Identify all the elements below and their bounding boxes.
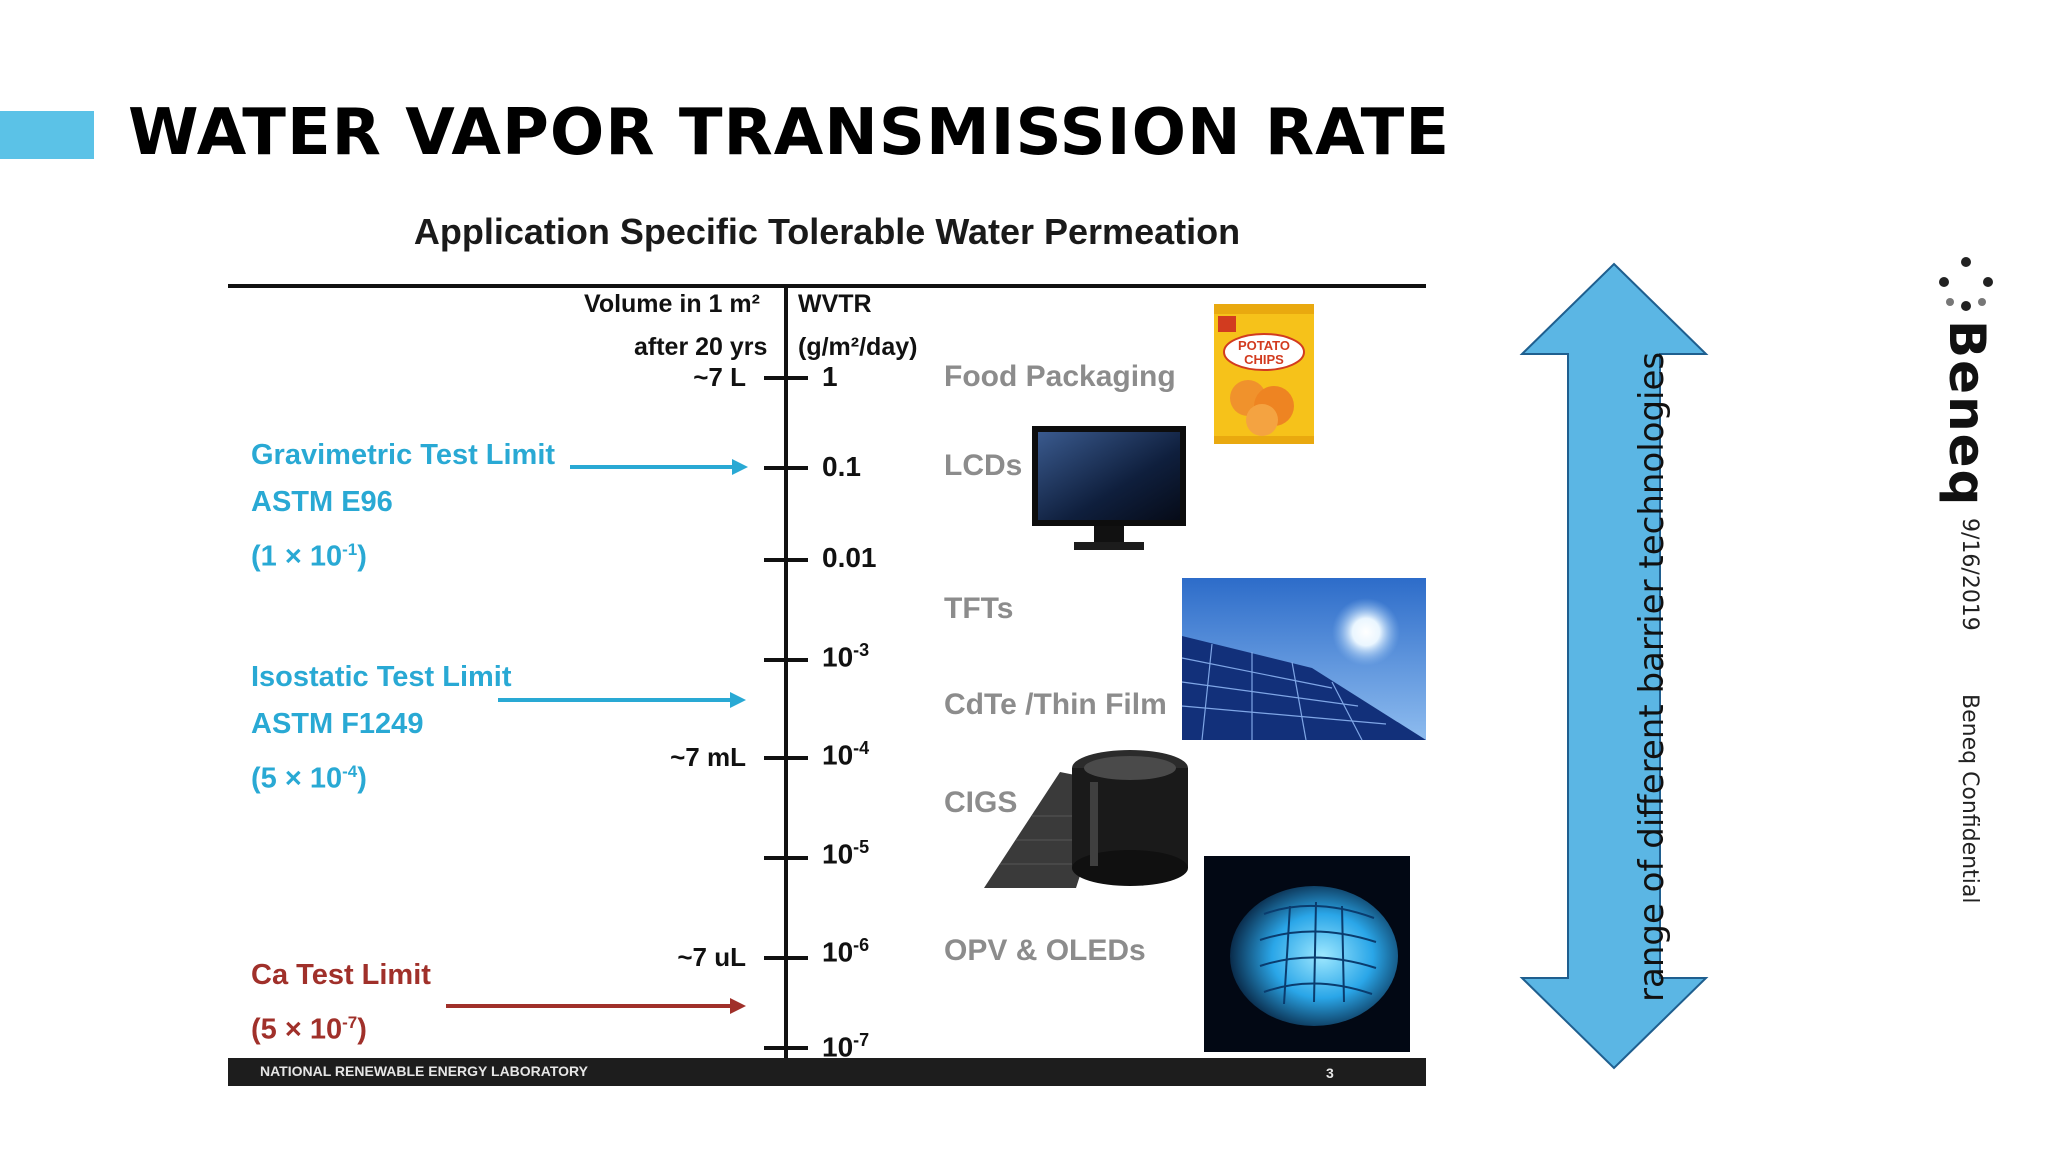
axis-tick <box>764 376 808 380</box>
chips-brand-text-2: CHIPS <box>1244 352 1284 367</box>
lcd-monitor-icon <box>1032 426 1186 550</box>
volume-label-liters: ~7 L <box>693 362 746 392</box>
header-wvtr-line1: WVTR <box>798 290 872 318</box>
axis-tick <box>764 466 808 470</box>
isostatic-arrow <box>498 692 746 708</box>
gravimetric-limit-name: Gravimetric Test Limit <box>251 439 556 471</box>
tick-label-1e-3: 10-3 <box>822 640 870 673</box>
tick-label-1e-7: 10-7 <box>822 1030 870 1063</box>
wvtr-axis-line <box>784 288 788 1068</box>
app-label-tfts: TFTs <box>944 592 1014 625</box>
calcium-arrow <box>446 998 746 1014</box>
double-arrow-icon <box>1519 262 1709 1070</box>
cigs-roll-icon <box>984 750 1188 888</box>
app-label-cdte-thin-film: CdTe /Thin Film <box>944 688 1167 721</box>
isostatic-limit-name: Isostatic Test Limit <box>251 661 512 693</box>
tick-label-1e-5: 10-5 <box>822 837 870 870</box>
isostatic-limit-standard: ASTM F1249 <box>251 708 424 740</box>
volume-label-milliliters: ~7 mL <box>670 742 746 772</box>
axis-tick <box>764 756 808 760</box>
tick-label-1e-6: 10-6 <box>822 935 870 968</box>
solar-panel-icon <box>1181 578 1426 741</box>
app-label-opv-oleds: OPV & OLEDs <box>944 934 1146 967</box>
app-label-cigs: CIGS <box>944 786 1018 819</box>
gravimetric-arrow <box>570 459 748 475</box>
oled-glow-icon <box>1204 856 1410 1052</box>
chips-brand-text-1: POTATO <box>1238 338 1290 353</box>
app-label-food-packaging: Food Packaging <box>944 360 1176 393</box>
app-label-lcds: LCDs <box>944 449 1023 482</box>
tick-label-0.1: 0.1 <box>822 451 861 482</box>
gravimetric-limit-value: (1 × 10-1) <box>251 540 367 573</box>
isostatic-limit-value: (5 × 10-4) <box>251 762 367 795</box>
figure-footer-source: NATIONAL RENEWABLE ENERGY LABORATORY <box>260 1063 588 1079</box>
tick-label-1e-4: 10-4 <box>822 738 870 771</box>
header-wvtr-line2: (g/m²/day) <box>798 333 918 361</box>
gravimetric-limit-block: Gravimetric Test Limit ASTM E96 (1 × 10-… <box>251 432 555 581</box>
title-accent-bar <box>0 111 94 159</box>
axis-tick <box>764 558 808 562</box>
slide-title: WATER VAPOR TRANSMISSION RATE <box>128 96 1451 170</box>
range-caption: range of different barrier technologies <box>1632 351 1672 1002</box>
header-volume-line1: Volume in 1 m² <box>584 290 760 318</box>
calcium-limit-name: Ca Test Limit <box>251 959 431 991</box>
axis-tick <box>764 1046 808 1050</box>
axis-tick <box>764 856 808 860</box>
axis-tick <box>764 956 808 960</box>
side-confidential-label: Beneq Confidential <box>1957 694 1982 904</box>
volume-label-microliters: ~7 uL <box>677 942 746 972</box>
tick-label-0.01: 0.01 <box>822 542 877 573</box>
isostatic-limit-block: Isostatic Test Limit ASTM F1249 (5 × 10-… <box>251 654 512 803</box>
figure-footer-strip <box>228 1058 1426 1086</box>
figure-title: Application Specific Tolerable Water Per… <box>413 211 1241 252</box>
side-date: 9/16/2019 <box>1957 518 1982 631</box>
header-volume-line2: after 20 yrs <box>634 333 768 361</box>
axis-tick <box>764 658 808 662</box>
gravimetric-limit-standard: ASTM E96 <box>251 486 393 518</box>
calcium-limit-block: Ca Test Limit (5 × 10-7) <box>251 952 431 1054</box>
potato-chips-bag-icon: POTATO CHIPS <box>1214 304 1314 444</box>
beneq-wordmark: Beneq <box>1938 320 1996 508</box>
tick-label-1: 1 <box>822 361 838 392</box>
beneq-logo-icon <box>1939 257 1993 311</box>
calcium-limit-value: (5 × 10-7) <box>251 1013 367 1046</box>
figure-footer-page-number: 3 <box>1326 1065 1334 1081</box>
figure-top-rule <box>228 284 1426 288</box>
